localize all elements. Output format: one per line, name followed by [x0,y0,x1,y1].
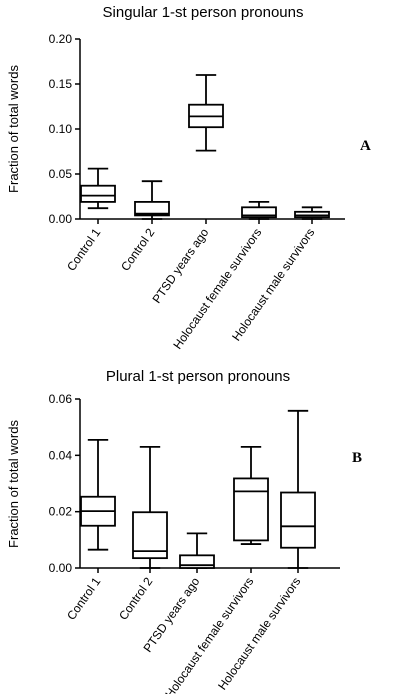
x-tick-label-a: PTSD years ago [149,225,211,305]
y-tick-label-a: 0.05 [49,167,73,181]
box-a-5 [294,206,330,220]
box-b-1 [80,438,116,551]
y-tick-label-b: 0.06 [49,392,73,406]
box-a-4 [241,200,277,220]
y-ticks-b: 0.00 0.02 0.04 0.06 [49,392,80,575]
iqr-box [241,206,277,219]
panel-label-a: A [360,138,371,154]
panel-b: Plural 1-st person pronouns B Fraction o… [6,368,362,694]
iqr-box [134,200,170,217]
y-tick-label-a: 0.15 [49,77,73,91]
boxes-b [80,409,316,569]
box-a-1 [80,167,116,210]
box-b-3 [179,532,215,569]
y-axis-label-b: Fraction of total words [6,420,21,548]
y-tick-label-b: 0.04 [49,448,73,462]
panel-label-b: B [352,450,362,466]
box-b-5 [280,409,316,569]
y-tick-label-a: 0.00 [49,212,73,226]
chart-title-a: Singular 1-st person pronouns [103,4,304,21]
box-b-2 [132,445,168,569]
iqr-box [233,477,269,542]
boxes-a [80,74,330,220]
y-ticks-a: 0.00 0.05 0.10 0.15 0.20 [49,32,80,226]
y-tick-label-b: 0.02 [49,505,73,519]
x-tick-label-b: Holocaust male survivors [215,575,303,693]
x-tick-label-b: Control 1 [64,574,104,622]
box-b-4 [233,445,269,545]
iqr-box [80,184,116,203]
y-tick-label-a: 0.20 [49,32,73,46]
x-tick-label-a: Control 1 [64,225,104,273]
x-tick-label-b: Holocaust female survivors [162,575,256,694]
x-tick-label-a: Holocaust female survivors [170,226,264,352]
box-a-3 [188,74,224,152]
x-tick-label-b: Control 2 [116,574,156,622]
iqr-box [179,554,215,569]
chart-title-b: Plural 1-st person pronouns [106,368,290,385]
y-tick-label-b: 0.00 [49,561,73,575]
x-tick-label-a: Control 2 [118,225,158,273]
box-a-2 [134,180,170,220]
panel-a: Singular 1-st person pronouns A Fraction… [6,4,371,352]
iqr-box [280,491,316,549]
y-axis-label-a: Fraction of total words [6,65,21,193]
y-tick-label-a: 0.10 [49,122,73,136]
